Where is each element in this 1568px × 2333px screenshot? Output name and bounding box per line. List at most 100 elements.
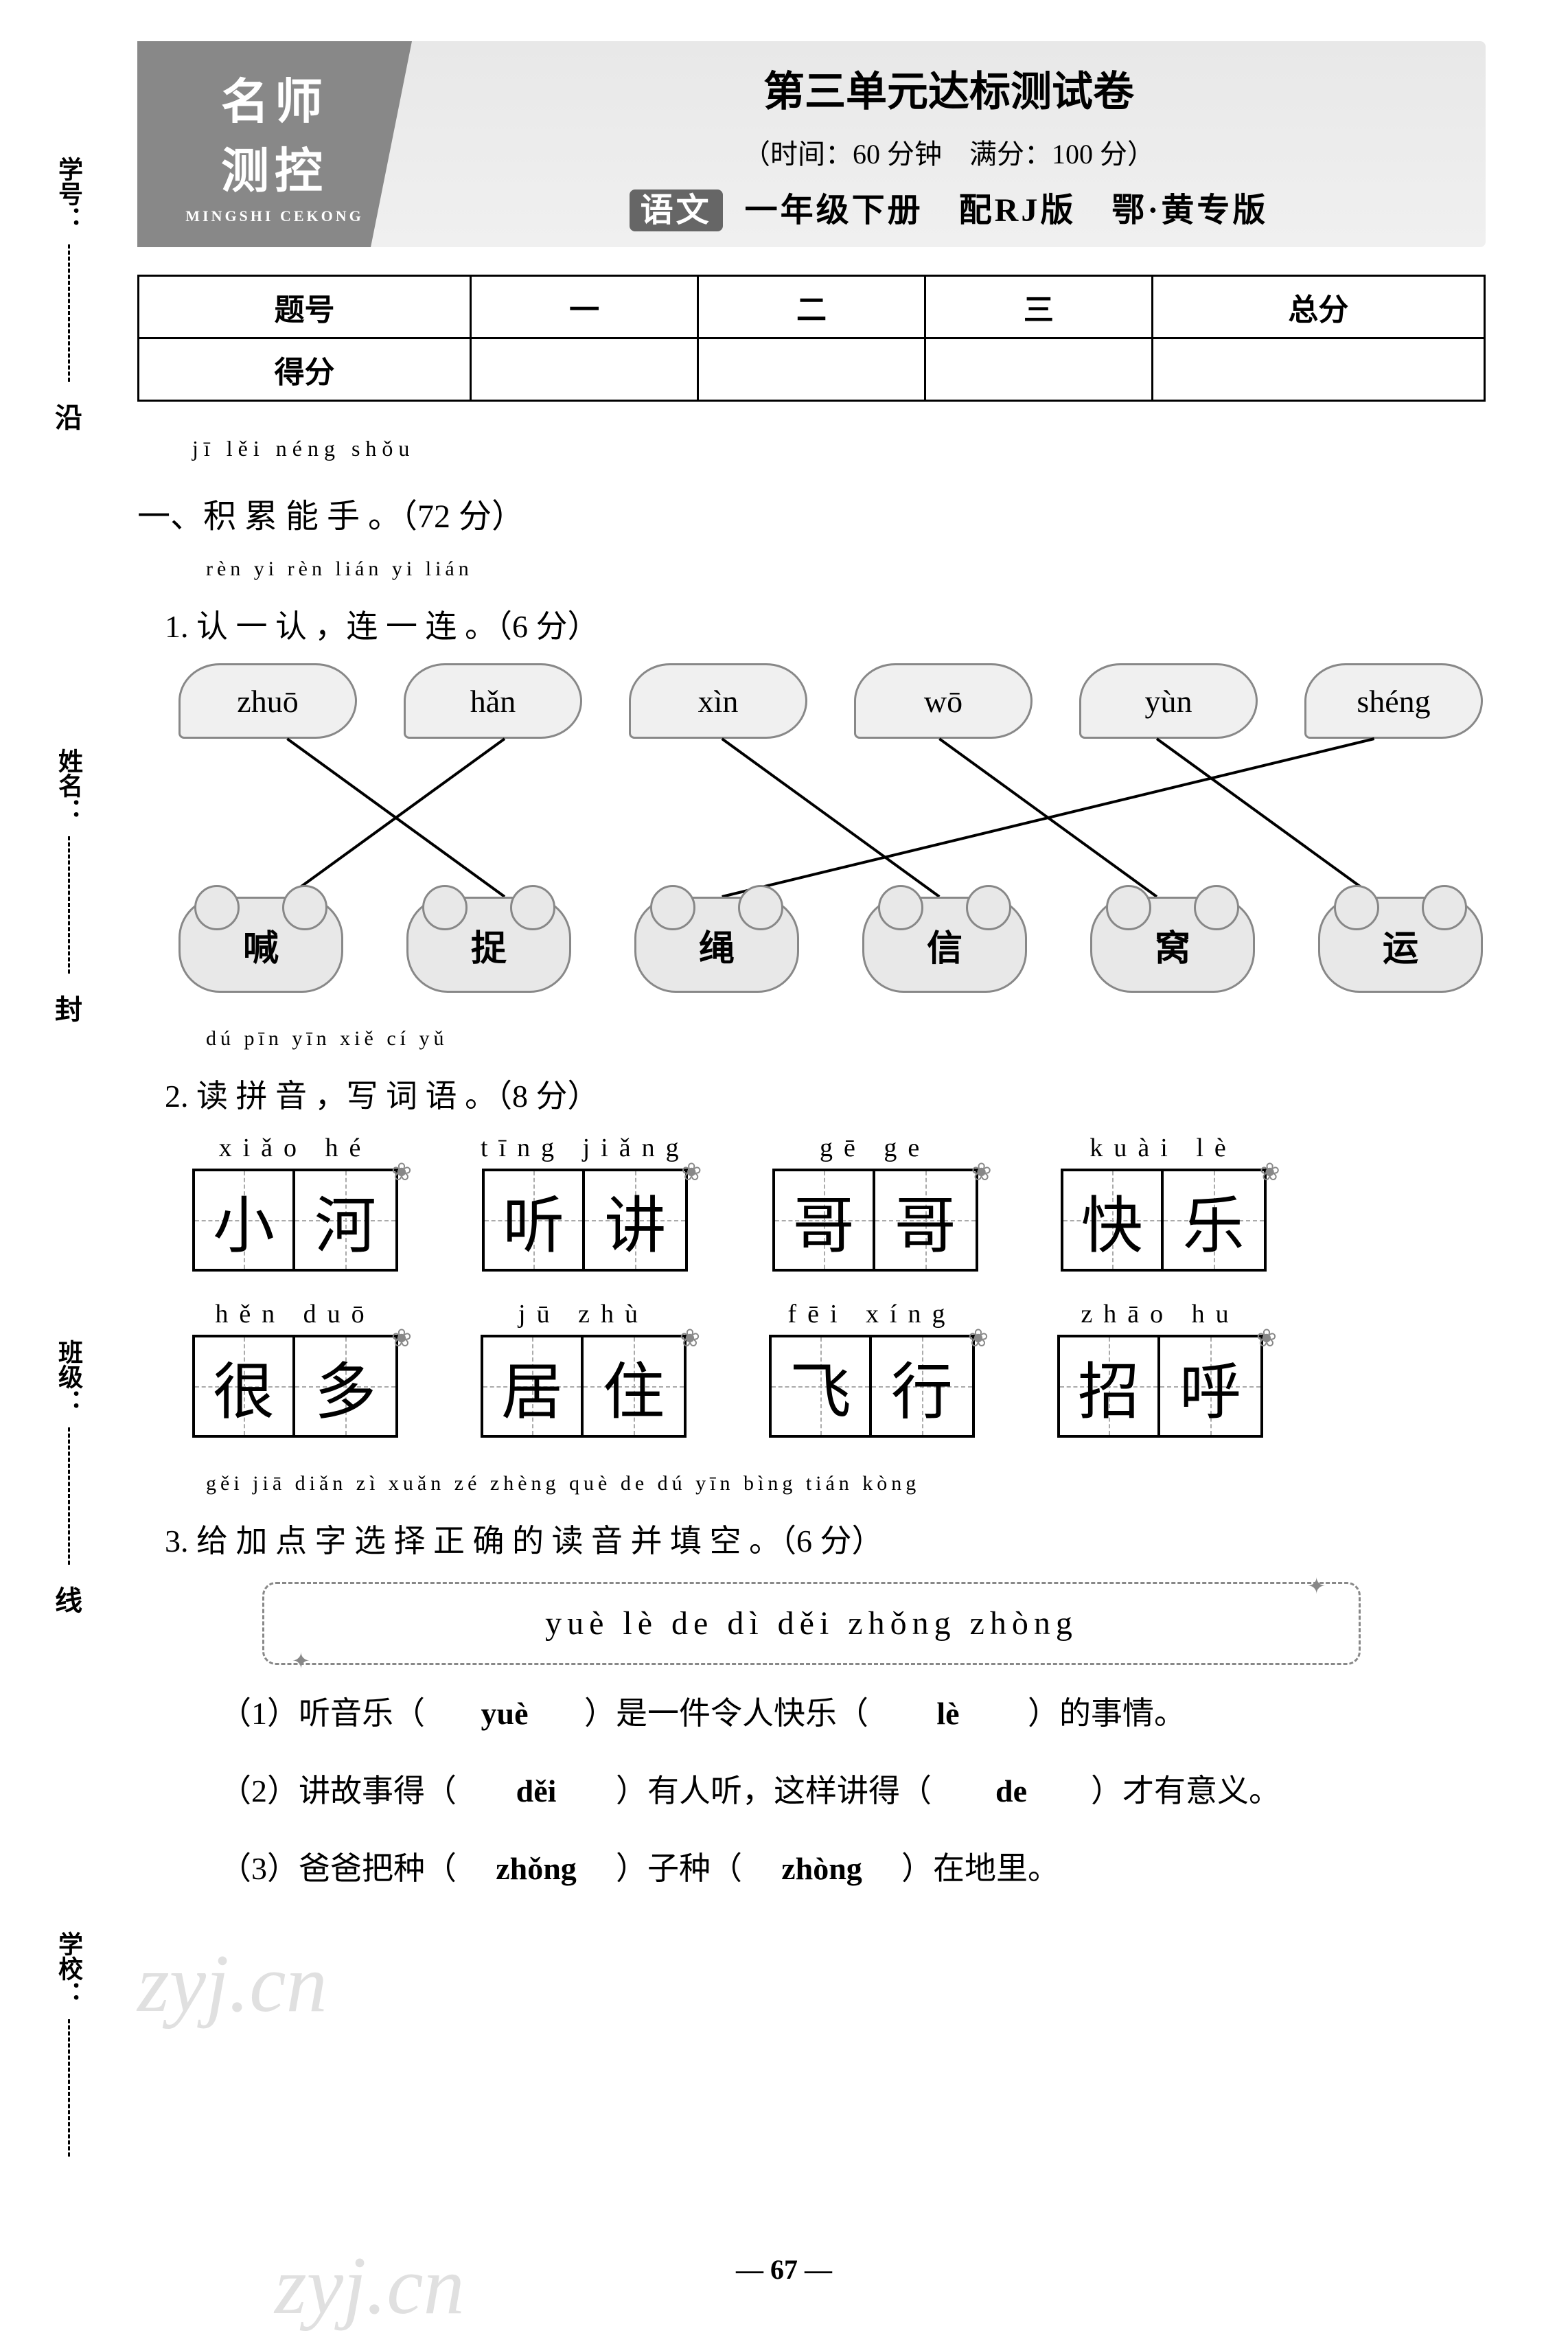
flower-item: 捉 (406, 897, 571, 993)
word-item: zhāo hu招呼❀ (1057, 1299, 1263, 1438)
flower-item: 绳 (634, 897, 799, 993)
word-pinyin: fēi xíng (787, 1299, 956, 1329)
word-pinyin: zhāo hu (1081, 1299, 1239, 1329)
header-banner: 名师 测控 MINGSHI CEKONG 第三单元达标测试卷 （时间：60 分钟… (137, 41, 1486, 247)
book-info: 语文 一年级下册 配RJ版 鄂·黄专版 (630, 183, 1269, 231)
q1-pinyin: rèn yi rèn lián yi lián (206, 558, 1486, 581)
binding-margin: 学号： 沿 姓名： 封 班级： 线 学校： (27, 0, 110, 2313)
answer-text: lè (900, 1686, 996, 1743)
char-boxes: 飞行❀ (769, 1335, 975, 1438)
char-box: 讲 (585, 1169, 688, 1272)
section-title: 一、积 累 能 手 。（72 分） (137, 489, 1486, 537)
score-cell (698, 338, 925, 401)
sentence-line: （1）听音乐（ yuè ）是一件令人快乐（ lè ）的事情。 (220, 1686, 1486, 1743)
word-item: gē ge 哥哥❀ (772, 1133, 978, 1272)
flower-item: 运 (1318, 897, 1483, 993)
char-box: 小 (192, 1169, 295, 1272)
char-box: 哥 (772, 1169, 875, 1272)
char-box: 河 (295, 1169, 398, 1272)
word-pinyin: kuài lè (1089, 1133, 1236, 1163)
word-pinyin: hěn duō (215, 1299, 375, 1329)
word-pinyin: xiǎo hé (219, 1133, 372, 1163)
sentence-text: ）是一件令人快乐（ (553, 1696, 900, 1731)
answer-text: zhòng (774, 1841, 870, 1898)
leaf-item: xìn (629, 663, 807, 739)
sentence-text: ）在地里。 (870, 1851, 1059, 1886)
char-box: 住 (584, 1335, 687, 1438)
word-pinyin: gē ge (820, 1133, 930, 1163)
leaf-row: zhuōhǎnxìnwōyùnshéng (178, 663, 1483, 739)
char-boxes: 小河❀ (192, 1169, 398, 1272)
flower-deco-icon: ❀ (971, 1158, 991, 1186)
char-box: 哥 (875, 1169, 978, 1272)
book-detail: 一年级下册 配RJ版 鄂·黄专版 (745, 192, 1269, 229)
answer-text: zhǒng (488, 1841, 584, 1898)
sentence-text: ）有人听，这样讲得（ (584, 1773, 963, 1808)
flower-deco-icon: ❀ (681, 1158, 702, 1186)
table-row: 得分 (139, 338, 1485, 401)
choice-box: yuè lè de dì děi zhǒng zhòng (262, 1582, 1361, 1665)
subject-badge: 语文 (630, 189, 723, 231)
word-grid: xiǎo hé小河❀tīng jiǎng听讲❀gē ge哥哥❀kuài lè快乐… (192, 1133, 1486, 1438)
char-boxes: 居住❀ (481, 1335, 687, 1438)
word-item: tīng jiǎng听讲❀ (481, 1133, 690, 1272)
flower-item: 喊 (178, 897, 343, 993)
col-header: 三 (925, 276, 1152, 338)
sentence-text: ）子种（ (584, 1851, 774, 1886)
side-label-banji: 班级： 线 (51, 1340, 87, 1618)
char-box: 听 (482, 1169, 585, 1272)
col-header: 一 (471, 276, 698, 338)
watermark: zyj.cn (275, 2238, 465, 2333)
word-item: fēi xíng 飞行❀ (769, 1299, 975, 1438)
char-box: 很 (192, 1335, 295, 1438)
word-pinyin: tīng jiǎng (481, 1133, 690, 1163)
char-box: 招 (1057, 1335, 1160, 1438)
logo-line2: 测控 (221, 133, 328, 202)
q2-title: 2. 读 拼 音 ，写 词 语 。（8 分） (165, 1071, 1486, 1116)
score-table: 题号 一 二 三 总分 得分 (137, 275, 1486, 402)
char-box: 飞 (769, 1335, 872, 1438)
leaf-item: wō (854, 663, 1033, 739)
answer-text: děi (488, 1763, 584, 1820)
flower-item: 信 (862, 897, 1027, 993)
sentence-text: ）的事情。 (996, 1696, 1186, 1731)
score-cell (1152, 338, 1484, 401)
time-info: （时间：60 分钟 满分：100 分） (743, 132, 1155, 172)
q1-title: 1. 认 一 认 ，连 一 连 。（6 分） (165, 601, 1486, 647)
char-box: 快 (1061, 1169, 1164, 1272)
sentence-text: （1）听音乐（ (220, 1696, 457, 1731)
watermark: zyj.cn (137, 1936, 327, 2031)
char-box: 多 (295, 1335, 398, 1438)
sentence-text: （3）爸爸把种（ (220, 1851, 488, 1886)
word-item: hěn duō 很多❀ (192, 1299, 398, 1438)
leaf-item: yùn (1079, 663, 1258, 739)
answer-text: yuè (457, 1686, 553, 1743)
char-boxes: 哥哥❀ (772, 1169, 978, 1272)
logo-box: 名师 测控 MINGSHI CEKONG (137, 41, 412, 247)
side-label-xingming: 姓名： 封 (51, 748, 87, 1027)
leaf-item: shéng (1304, 663, 1483, 739)
char-boxes: 很多❀ (192, 1335, 398, 1438)
logo-sub: MINGSHI CEKONG (185, 207, 364, 225)
word-item: jū zhù 居住❀ (481, 1299, 687, 1438)
side-label-xuehao: 学号： 沿 (51, 157, 87, 435)
flower-deco-icon: ❀ (1256, 1324, 1277, 1353)
sentences-block: （1）听音乐（ yuè ）是一件令人快乐（ lè ）的事情。（2）讲故事得（ d… (137, 1686, 1486, 1897)
word-item: xiǎo hé 小河❀ (192, 1133, 398, 1272)
word-pinyin: jū zhù (518, 1299, 649, 1329)
main-title: 第三单元达标测试卷 (763, 58, 1134, 118)
side-label-xuexiao: 学校： (51, 1931, 87, 2157)
leaf-item: zhuō (178, 663, 357, 739)
col-header: 二 (698, 276, 925, 338)
matching-diagram: zhuōhǎnxìnwōyùnshéng 喊捉绳信窝运 (178, 663, 1483, 993)
q3-title: 3. 给 加 点 字 选 择 正 确 的 读 音 并 填 空 。（6 分） (165, 1516, 1486, 1561)
page-number: — 67 — (736, 2253, 832, 2286)
q3-pinyin: gěi jiā diǎn zì xuǎn zé zhèng què de dú … (206, 1472, 1486, 1495)
sentence-line: （3）爸爸把种（ zhǒng ）子种（ zhòng ）在地里。 (220, 1841, 1486, 1898)
char-box: 行 (872, 1335, 975, 1438)
answer-text: de (963, 1763, 1059, 1820)
section-pinyin: jī lěi néng shǒu (192, 436, 1486, 461)
table-row: 题号 一 二 三 总分 (139, 276, 1485, 338)
flower-deco-icon: ❀ (1259, 1158, 1280, 1186)
sentence-text: ）才有意义。 (1059, 1773, 1280, 1808)
